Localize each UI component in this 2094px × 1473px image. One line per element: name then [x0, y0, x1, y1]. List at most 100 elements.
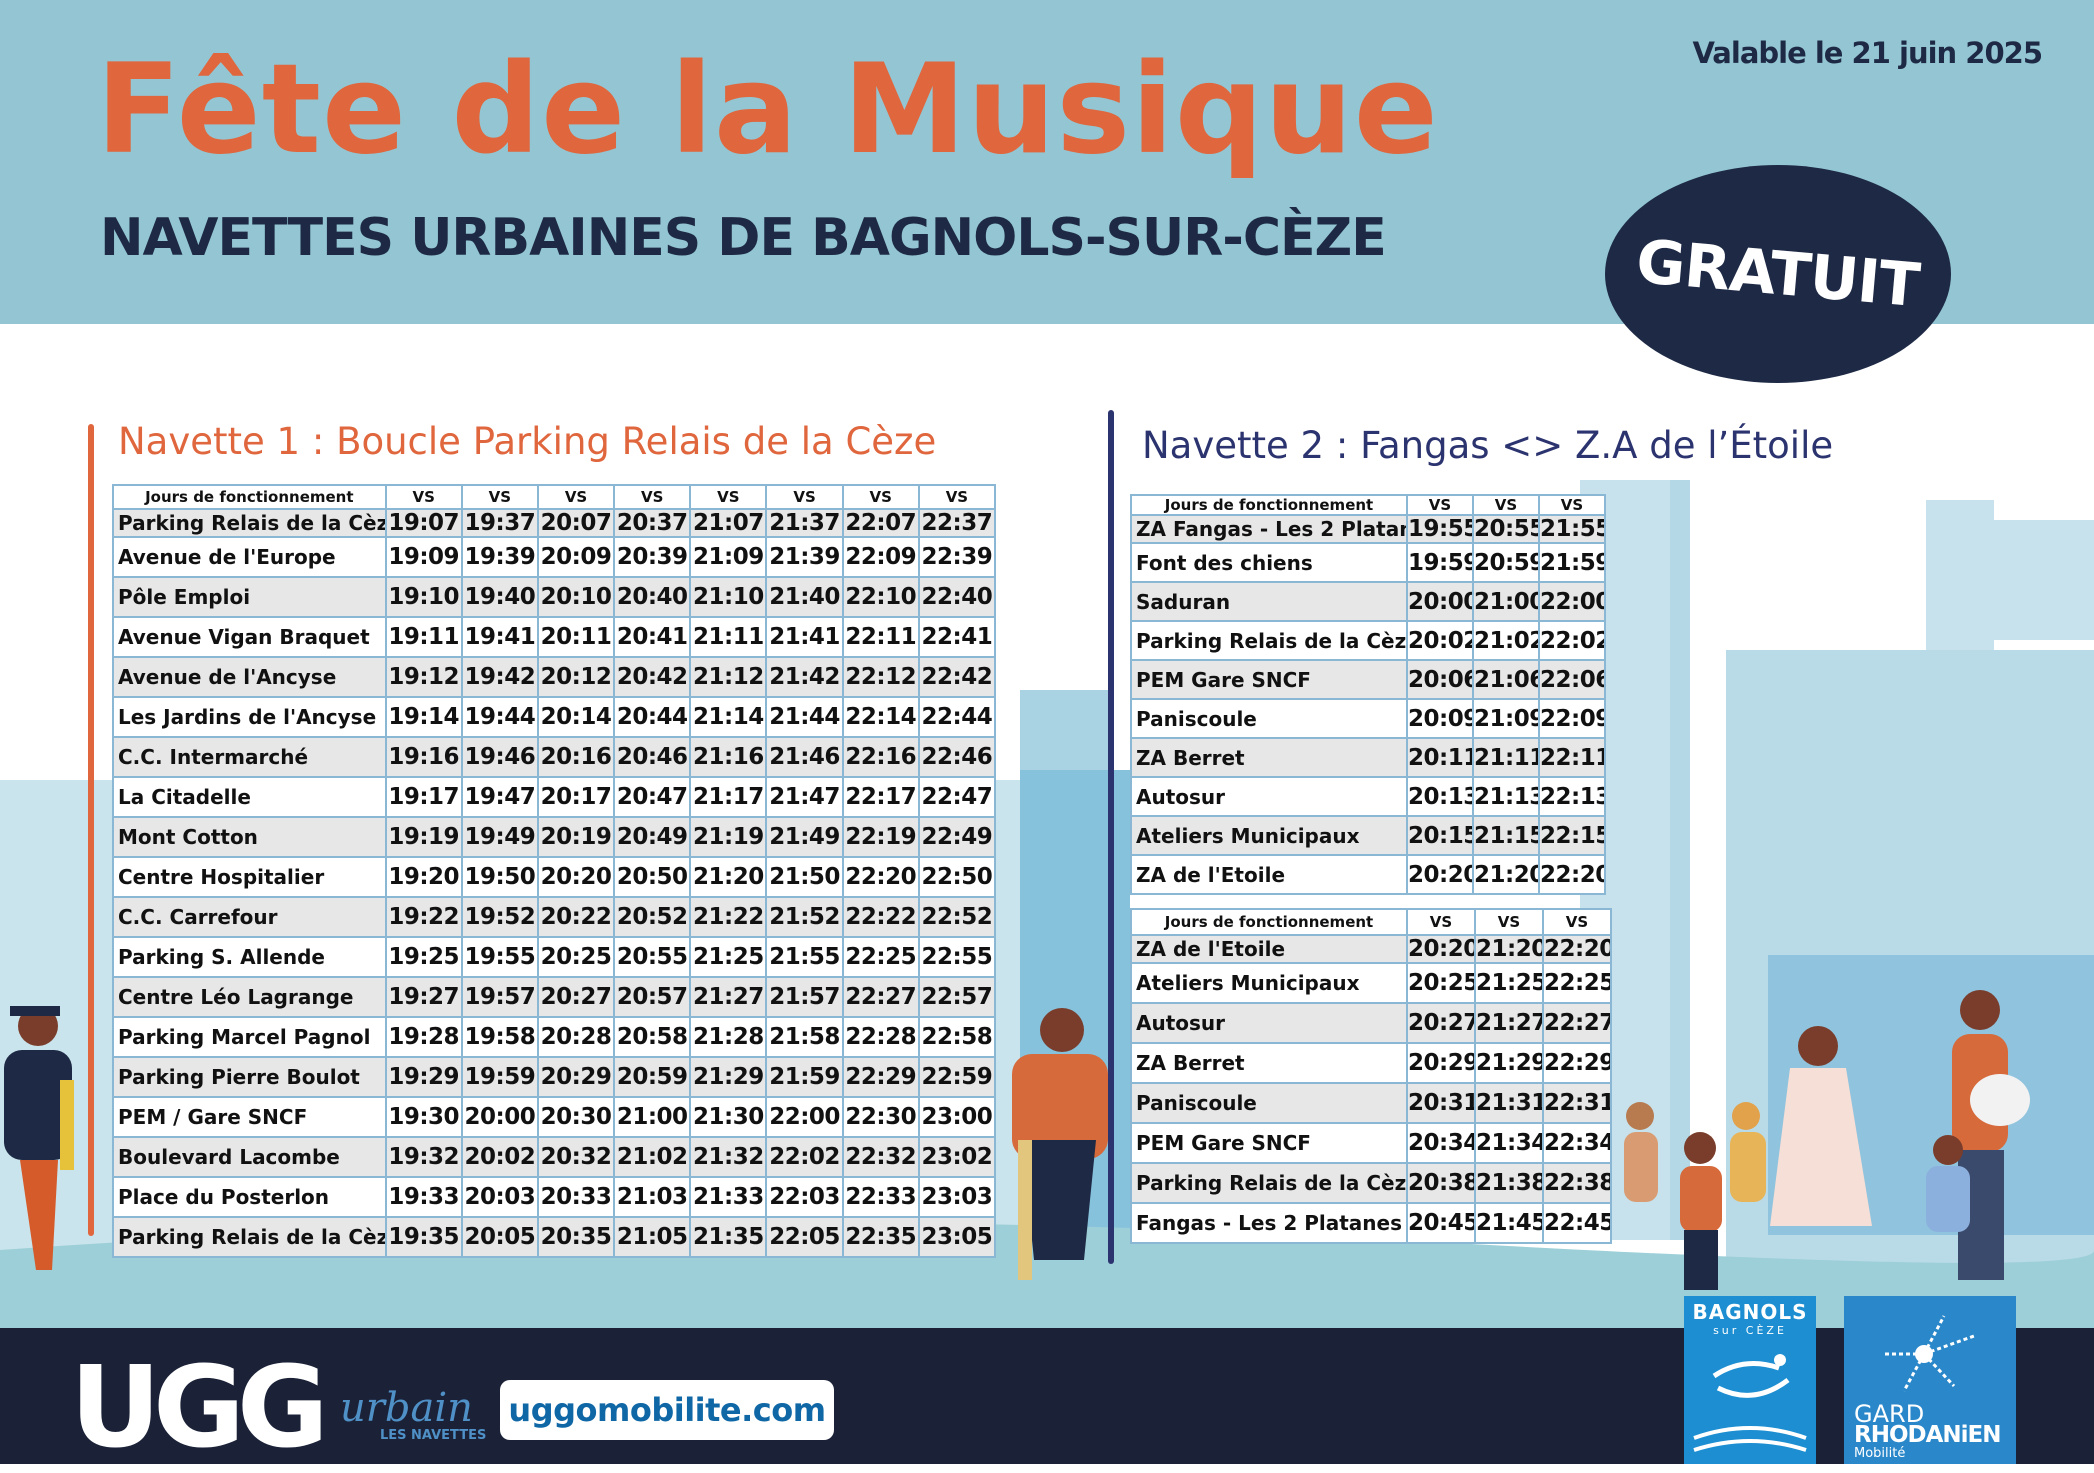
gard-rhodanien-mobilite-logo: GARD RHODANiEN Mobilité	[1844, 1296, 2016, 1464]
departure-time: 20:20	[536, 856, 616, 898]
stop-name: Saduran	[1130, 581, 1408, 622]
departure-time: 20:50	[613, 856, 692, 898]
stop-name: Parking Relais de la Cèze	[112, 508, 387, 538]
departure-time: 22:03	[765, 1176, 844, 1218]
stop-name: PEM / Gare SNCF	[112, 1096, 387, 1138]
stop-name: Paniscoule	[1130, 698, 1408, 739]
departure-time: 20:03	[460, 1176, 539, 1218]
navette2-title: Navette 2 : Fangas <> Z.A de l’Étoile	[1142, 424, 1834, 467]
timetable-row: Saduran 20:00 21:00 22:00	[1130, 581, 1606, 622]
departure-time: 20:13	[1406, 776, 1474, 817]
departure-time: 20:35	[536, 1216, 616, 1258]
departure-time: 20:40	[613, 576, 692, 618]
departure-time: 19:42	[460, 656, 539, 698]
departure-time: 22:20	[841, 856, 920, 898]
gard-logo-line1: GARD	[1854, 1400, 1925, 1428]
departure-time: 19:39	[460, 536, 539, 578]
departure-time: 22:20	[1538, 854, 1606, 895]
timetable-row: PEM Gare SNCF 20:34 21:34 22:34	[1130, 1122, 1612, 1164]
ugg-logo-urbain: urbain	[340, 1385, 473, 1431]
departure-time: 22:00	[765, 1096, 844, 1138]
stop-name: PEM Gare SNCF	[1130, 659, 1408, 700]
timetable-row: Parking Marcel Pagnol 19:28 19:58 20:28 20:5…	[112, 1016, 997, 1058]
stop-name: Pôle Emploi	[112, 576, 387, 618]
departure-time: 22:05	[765, 1216, 844, 1258]
departure-time: 20:15	[1406, 815, 1474, 856]
departure-time: 22:57	[917, 976, 997, 1018]
departure-time: 19:25	[384, 936, 463, 978]
departure-time: 21:35	[689, 1216, 768, 1258]
departure-time: 19:55	[1406, 514, 1474, 544]
departure-time: 21:06	[1472, 659, 1540, 700]
departure-time: 20:25	[1406, 962, 1476, 1004]
timetable-row: Avenue de l'Europe 19:09 19:39 20:09 20:39 21…	[112, 536, 997, 578]
departure-time: 22:42	[917, 656, 997, 698]
bagnols-sur-ceze-logo: BAGNOLS sur CÈZE	[1684, 1296, 1816, 1464]
departure-time: 22:11	[1538, 737, 1606, 778]
departure-time: 20:45	[1406, 1202, 1476, 1244]
departure-time: 22:46	[917, 736, 997, 778]
departure-time: 20:57	[613, 976, 692, 1018]
stop-name: C.C. Carrefour	[112, 896, 387, 938]
departure-time: 20:46	[613, 736, 692, 778]
stop-name: Les Jardins de l'Ancyse	[112, 696, 387, 738]
departure-time: 21:34	[1474, 1122, 1544, 1164]
departure-time: 21:59	[765, 1056, 844, 1098]
departure-time: 22:25	[1542, 962, 1612, 1004]
timetable-row: Parking Relais de la Cèze 19:35 20:05 20:35…	[112, 1216, 997, 1258]
timetable-row: Mont Cotton 19:19 19:49 20:19 20:49 21:19 21:4…	[112, 816, 997, 858]
departure-time: 21:09	[1472, 698, 1540, 739]
day-code-header: VS	[841, 484, 920, 510]
timetable-row: Parking Relais de la Cèze 20:38 21:38 22:38	[1130, 1162, 1612, 1204]
timetable-row: La Citadelle 19:17 19:47 20:17 20:47 21:17 21:…	[112, 776, 997, 818]
departure-time: 20:07	[536, 508, 616, 538]
departure-time: 22:32	[841, 1136, 920, 1178]
website-link[interactable]: uggomobilite.com	[500, 1380, 834, 1440]
departure-time: 19:32	[384, 1136, 463, 1178]
departure-time: 22:29	[841, 1056, 920, 1098]
departure-time: 20:59	[1472, 542, 1540, 583]
day-code-header: VS	[1406, 494, 1474, 516]
gard-logo-line2: RHODANiEN	[1854, 1422, 2001, 1448]
departure-time: 20:14	[536, 696, 616, 738]
departure-time: 19:30	[384, 1096, 463, 1138]
timetable-row: PEM Gare SNCF 20:06 21:06 22:06	[1130, 659, 1606, 700]
departure-time: 21:13	[1472, 776, 1540, 817]
departure-time: 23:03	[917, 1176, 997, 1218]
departure-time: 20:27	[1406, 1002, 1476, 1044]
departure-time: 19:12	[384, 656, 463, 698]
departure-time: 19:50	[460, 856, 539, 898]
departure-time: 20:06	[1406, 659, 1474, 700]
departure-time: 22:02	[765, 1136, 844, 1178]
day-code-header: VS	[1542, 908, 1612, 936]
departure-time: 21:44	[765, 696, 844, 738]
departure-time: 21:09	[689, 536, 768, 578]
timetable-row: ZA Berret 20:29 21:29 22:29	[1130, 1042, 1612, 1084]
stop-name: Mont Cotton	[112, 816, 387, 858]
departure-time: 20:47	[613, 776, 692, 818]
departure-time: 20:38	[1406, 1162, 1476, 1204]
departure-time: 21:30	[689, 1096, 768, 1138]
departure-time: 22:29	[1542, 1042, 1612, 1084]
timetable-row: Avenue de l'Ancyse 19:12 19:42 20:12 20:42 21…	[112, 656, 997, 698]
departure-time: 22:19	[841, 816, 920, 858]
timetable-row: ZA de l'Etoile 20:20 21:20 22:20	[1130, 854, 1606, 895]
departure-time: 21:07	[689, 508, 768, 538]
departure-time: 21:52	[765, 896, 844, 938]
stop-name: Paniscoule	[1130, 1082, 1408, 1124]
departure-time: 21:02	[613, 1136, 692, 1178]
departure-time: 21:16	[689, 736, 768, 778]
navette1-title: Navette 1 : Boucle Parking Relais de la …	[118, 420, 937, 463]
departure-time: 20:00	[1406, 581, 1474, 622]
navette2-outbound-timetable: Jours de fonctionnement VS VS VS ZA Fangas -…	[1130, 494, 1606, 895]
departure-time: 21:12	[689, 656, 768, 698]
day-code-header: VS	[613, 484, 692, 510]
stop-name: C.C. Intermarché	[112, 736, 387, 778]
departure-time: 22:40	[917, 576, 997, 618]
departure-time: 22:02	[1538, 620, 1606, 661]
free-badge: GRATUIT	[1605, 165, 1951, 383]
departure-time: 20:28	[536, 1016, 616, 1058]
departure-time: 20:00	[460, 1096, 539, 1138]
timetable-row: ZA Berret 20:11 21:11 22:11	[1130, 737, 1606, 778]
departure-time: 21:50	[765, 856, 844, 898]
